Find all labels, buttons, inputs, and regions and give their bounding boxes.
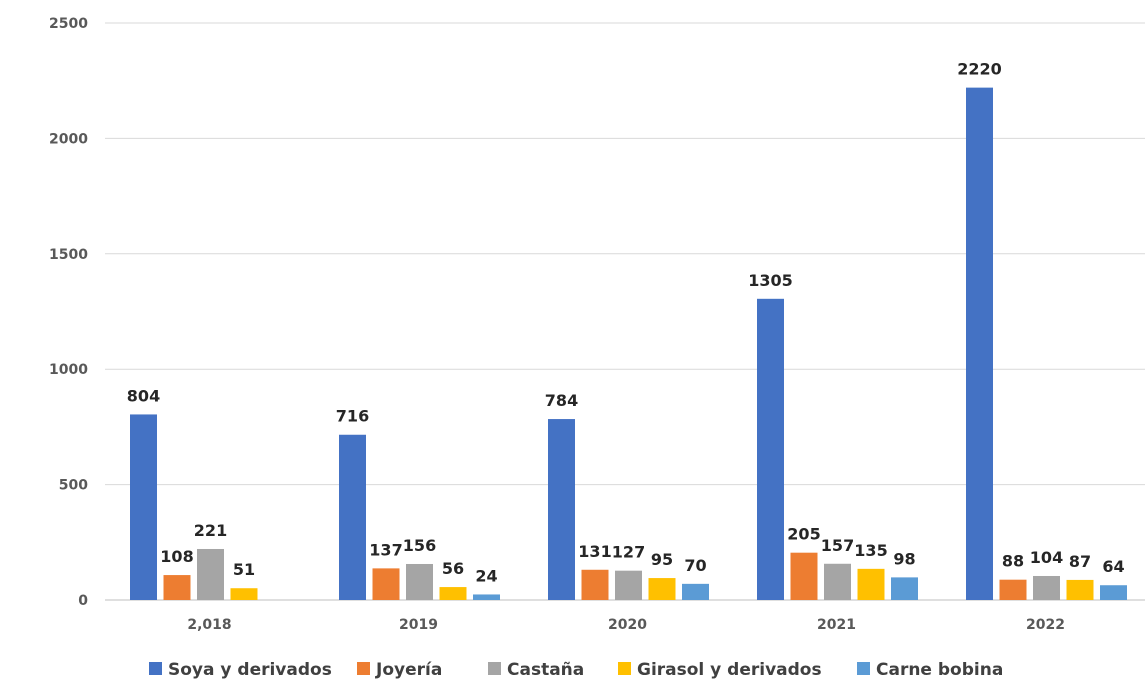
- x-category-label: 2020: [608, 617, 647, 633]
- legend-swatch: [857, 662, 870, 675]
- bar: [615, 570, 642, 600]
- x-category-label: 2,018: [187, 617, 231, 633]
- y-tick-label: 1500: [49, 247, 88, 263]
- y-tick-label: 2500: [49, 16, 88, 32]
- bar: [439, 587, 467, 600]
- data-label: 221: [194, 521, 227, 540]
- bar: [857, 568, 885, 600]
- bar: [648, 578, 676, 600]
- bar: [891, 577, 918, 600]
- data-label: 104: [1030, 548, 1063, 567]
- legend-label: Carne bobina: [876, 660, 1003, 680]
- bar: [1066, 579, 1094, 600]
- data-label: 127: [612, 543, 645, 562]
- bar: [163, 575, 191, 600]
- bar: [682, 583, 709, 600]
- data-label: 64: [1102, 557, 1124, 576]
- bar: [790, 552, 818, 600]
- data-label: 205: [787, 525, 820, 544]
- data-label: 1305: [748, 271, 793, 290]
- data-label: 108: [160, 547, 193, 566]
- bar: [230, 588, 258, 600]
- data-label: 87: [1069, 552, 1091, 571]
- bar: [548, 419, 575, 600]
- data-label: 156: [403, 536, 436, 555]
- data-label: 70: [684, 556, 706, 575]
- data-label: 716: [336, 407, 369, 426]
- data-label: 51: [233, 560, 255, 579]
- data-label: 2220: [957, 60, 1002, 79]
- bar: [339, 434, 366, 600]
- bar: [757, 298, 784, 600]
- x-category-label: 2021: [817, 617, 856, 633]
- bar: [197, 548, 224, 600]
- bar: [999, 579, 1027, 600]
- bar: [130, 414, 157, 600]
- legend-label: Girasol y derivados: [637, 660, 822, 680]
- bar: [824, 563, 851, 600]
- data-label: 804: [127, 386, 160, 405]
- bar: [581, 569, 609, 600]
- bar: [1033, 575, 1060, 600]
- data-label: 135: [854, 541, 887, 560]
- y-tick-label: 1000: [49, 362, 88, 378]
- bar: [372, 568, 400, 600]
- data-label: 137: [369, 540, 402, 559]
- bar: [473, 594, 500, 600]
- data-label: 157: [821, 536, 854, 555]
- legend-label: Castaña: [507, 660, 584, 680]
- y-tick-label: 0: [78, 593, 88, 609]
- data-label: 56: [442, 559, 464, 578]
- bars: [130, 87, 1127, 600]
- legend-swatch: [488, 662, 501, 675]
- legend-swatch: [357, 662, 370, 675]
- x-category-label: 2019: [399, 617, 438, 633]
- y-tick-label: 500: [59, 478, 88, 494]
- data-label: 95: [651, 550, 673, 569]
- y-tick-label: 2000: [49, 131, 88, 147]
- data-label: 88: [1002, 552, 1024, 571]
- bar: [406, 563, 433, 600]
- bar: [966, 87, 993, 600]
- data-label: 784: [545, 391, 578, 410]
- y-axis-ticks: 0 500 1000 1500 2000 2500: [49, 16, 88, 609]
- legend-swatch: [149, 662, 162, 675]
- data-label: 24: [475, 566, 497, 585]
- bar: [1100, 585, 1127, 600]
- data-label: 131: [578, 542, 611, 561]
- x-category-label: 2022: [1026, 617, 1065, 633]
- x-axis-categories: 2,018 2019 2020 2021 2022: [187, 617, 1065, 633]
- legend-label: Joyería: [375, 660, 442, 680]
- legend: Soya y derivados Joyería Castaña Girasol y …: [149, 660, 1003, 680]
- legend-label: Soya y derivados: [168, 660, 332, 680]
- legend-swatch: [618, 662, 631, 675]
- data-label: 98: [893, 549, 915, 568]
